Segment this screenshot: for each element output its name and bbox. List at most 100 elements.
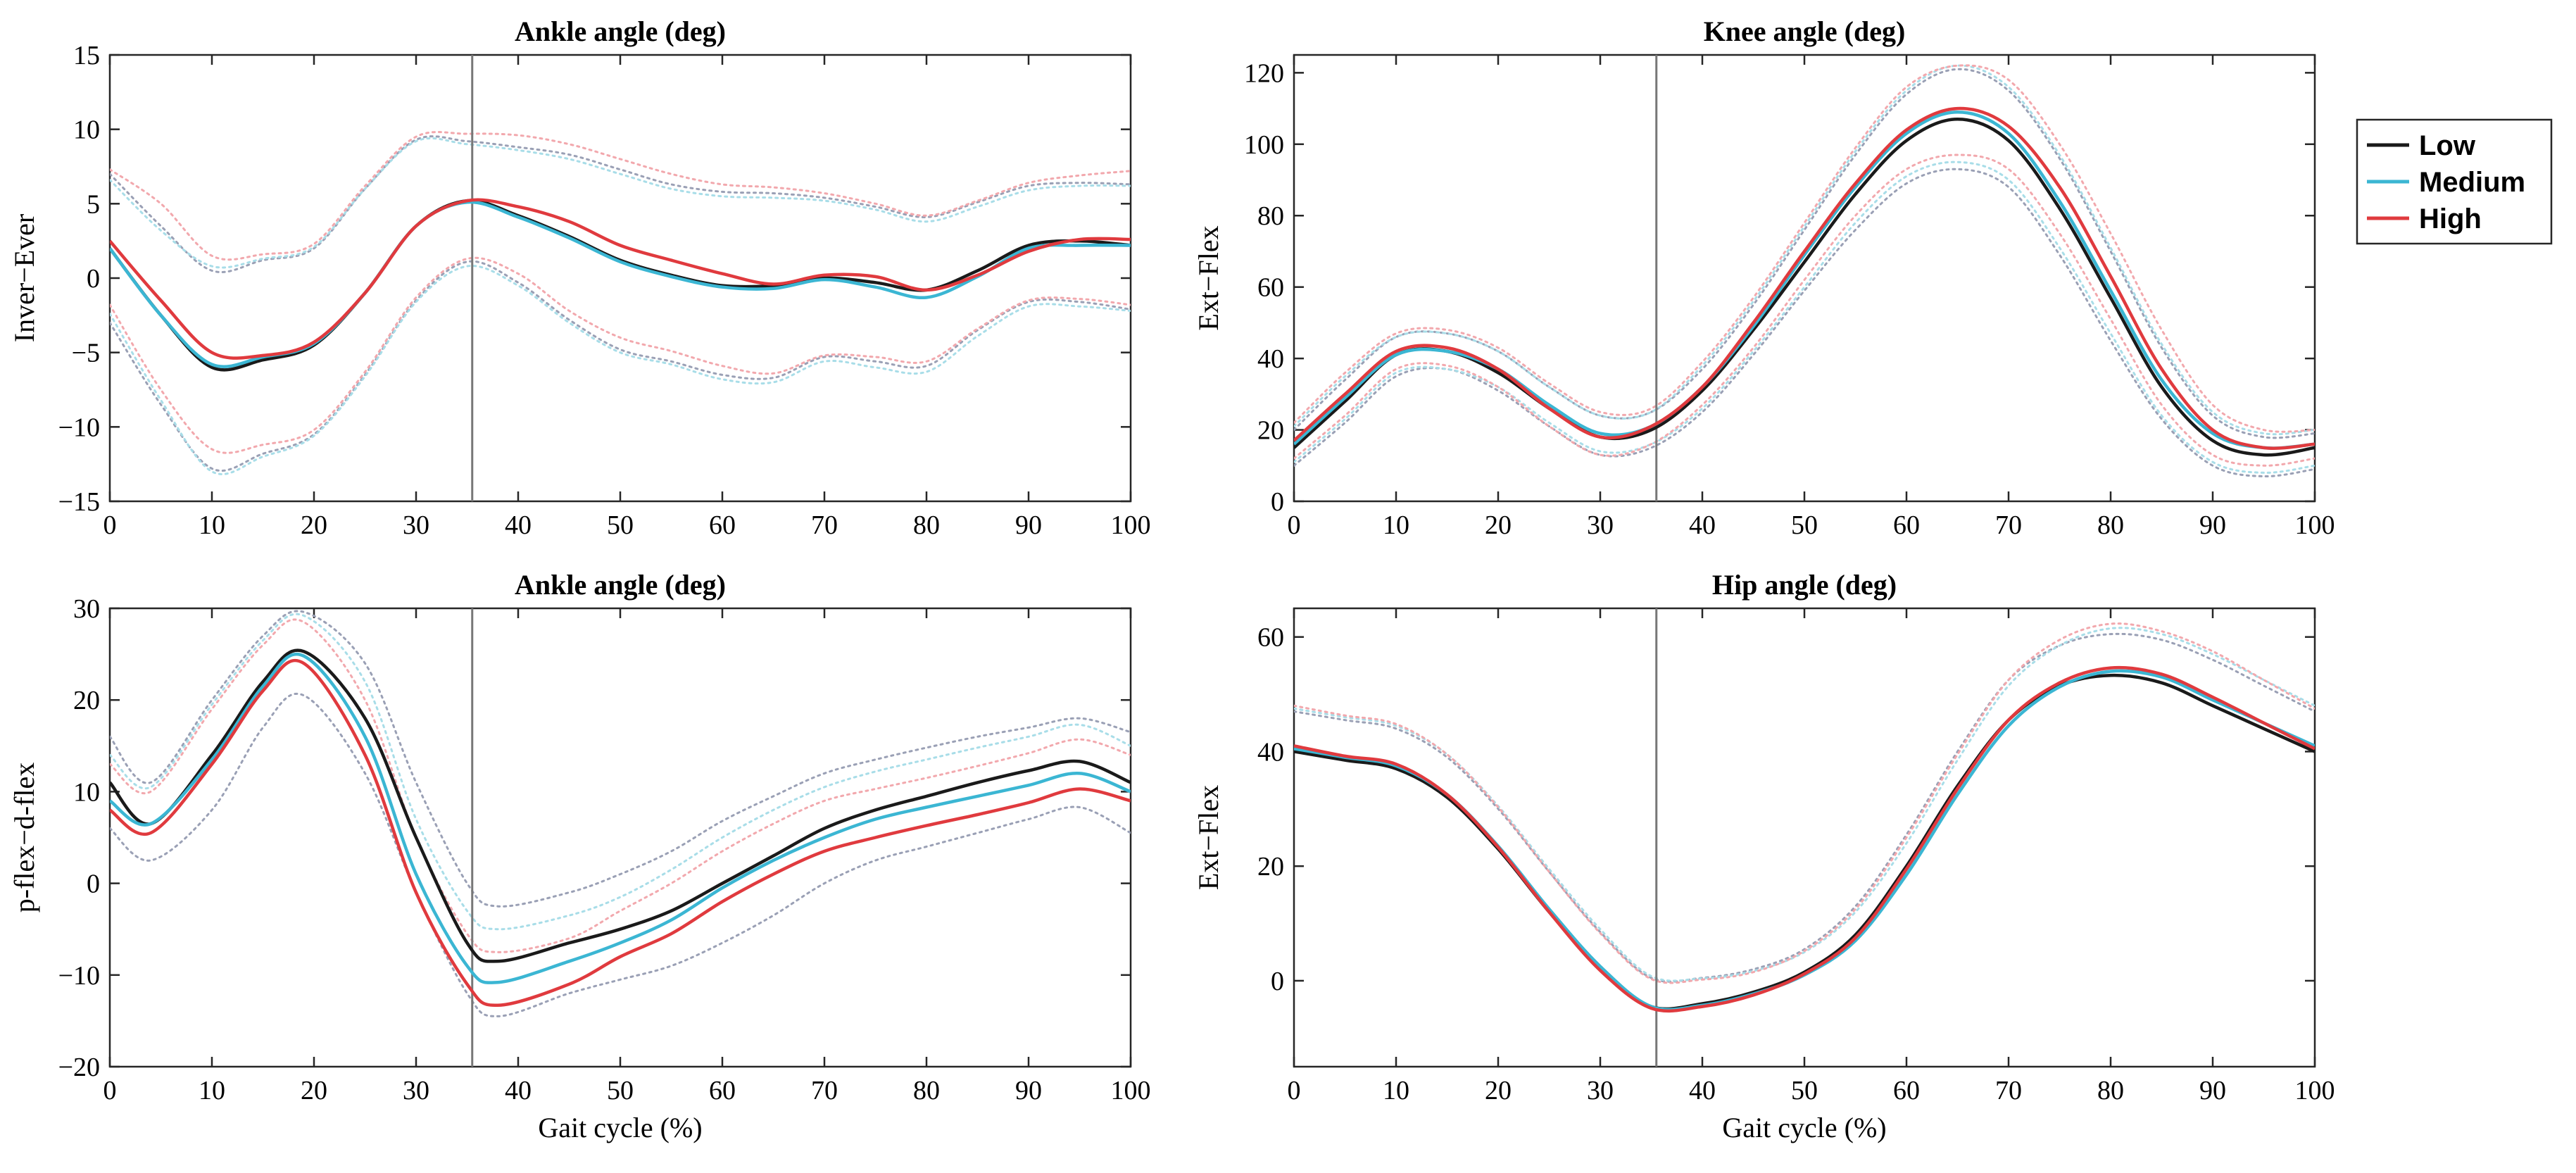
series-line-medium [1294, 669, 2315, 1012]
y-tick-label: −10 [58, 413, 100, 442]
x-tick-label: 60 [709, 1076, 736, 1105]
series-line-medium [110, 200, 1131, 369]
band-low-lower [110, 260, 1131, 472]
y-tick-label: −10 [58, 961, 100, 991]
band-medium-upper [1294, 627, 2315, 982]
x-tick-label: 50 [1791, 1076, 1818, 1105]
series-line-high [1294, 106, 2315, 450]
band-low-upper [1294, 632, 2315, 983]
x-tick-label: 10 [199, 1076, 225, 1105]
x-tick-label: 30 [403, 510, 429, 540]
y-tick-label: 15 [73, 41, 100, 70]
x-tick-label: 50 [607, 510, 634, 540]
series-line-medium [110, 652, 1131, 984]
plot-area [110, 608, 1131, 1067]
band-high-lower [110, 256, 1131, 454]
legend-label-high: High [2419, 203, 2482, 234]
y-tick-label: 0 [87, 264, 100, 294]
x-tick-label: 70 [811, 510, 838, 540]
y-axis-label: Ext−Flex [1193, 225, 1224, 330]
x-tick-label: 40 [505, 510, 532, 540]
x-tick-label: 80 [2097, 510, 2124, 540]
band-high-upper [1294, 64, 2315, 433]
plot-area [1294, 608, 2315, 1067]
chart-panel-3: 0 10 20 30 40 50 60 70 80 90 100 −20 −10 0 10 20 30 Ankle… [8, 569, 1151, 1143]
band-high-upper [110, 131, 1131, 261]
x-axis-label: Gait cycle (%) [1722, 1112, 1886, 1143]
plot-area [1294, 55, 2315, 501]
x-tick-label: 80 [913, 1076, 940, 1105]
series-line-high [110, 658, 1131, 1008]
y-tick-label: −20 [58, 1053, 100, 1082]
x-tick-label: 50 [1791, 510, 1818, 540]
y-tick-label: 10 [73, 777, 100, 807]
legend: Low Medium High [2356, 118, 2553, 245]
band-low-upper [110, 610, 1131, 908]
series-line-high [110, 198, 1131, 360]
x-tick-label: 90 [2199, 1076, 2226, 1105]
x-tick-label: 60 [709, 510, 736, 540]
y-tick-label: 20 [1257, 416, 1284, 446]
band-high-upper [1294, 622, 2315, 984]
y-axis-label: Ext−Flex [1193, 785, 1224, 890]
x-tick-label: 30 [403, 1076, 429, 1105]
band-medium-lower [1294, 161, 2315, 474]
x-tick-label: 40 [1689, 510, 1716, 540]
x-tick-label: 0 [1288, 1076, 1301, 1105]
band-low-lower [1294, 168, 2315, 478]
y-tick-label: 20 [73, 686, 100, 715]
x-tick-label: 10 [1383, 1076, 1409, 1105]
x-tick-label: 100 [2295, 510, 2335, 540]
x-tick-label: 70 [1995, 510, 2022, 540]
x-tick-label: 70 [1995, 1076, 2022, 1105]
y-tick-label: 5 [87, 189, 100, 219]
legend-label-medium: Medium [2419, 167, 2525, 198]
panel-title: Hip angle (deg) [1712, 569, 1897, 601]
panel-title: Ankle angle (deg) [515, 15, 726, 47]
x-tick-label: 100 [1111, 1076, 1151, 1105]
band-low-upper [110, 135, 1131, 273]
series-line-high [1294, 665, 2315, 1013]
y-tick-label: −5 [72, 339, 100, 368]
y-tick-label: 0 [1271, 487, 1284, 517]
band-medium-lower [110, 265, 1131, 475]
x-tick-label: 100 [2295, 1076, 2335, 1105]
y-tick-label: 10 [73, 115, 100, 145]
x-tick-label: 90 [1015, 1076, 1042, 1105]
x-tick-label: 60 [1893, 510, 1920, 540]
plot-area [110, 55, 1131, 501]
y-tick-label: 60 [1257, 623, 1284, 653]
chart-panel-4: 0 10 20 30 40 50 60 70 80 90 100 0 20 40 60 Hip angle (… [1193, 569, 2335, 1143]
chart-panel-2: 0 10 20 30 40 50 60 70 80 90 100 0 20 40 60 80 100 120 Kne… [1193, 15, 2335, 540]
x-tick-label: 60 [1893, 1076, 1920, 1105]
y-tick-label: 20 [1257, 852, 1284, 882]
band-medium-upper [110, 613, 1131, 931]
x-tick-label: 0 [103, 1076, 117, 1105]
y-tick-label: 120 [1244, 58, 1284, 88]
band-high-upper [110, 618, 1131, 953]
legend-label-low: Low [2419, 130, 2476, 161]
y-tick-label: 100 [1244, 130, 1284, 160]
x-axis-label: Gait cycle (%) [538, 1112, 702, 1143]
x-tick-label: 100 [1111, 510, 1151, 540]
axes-box [108, 607, 1132, 1068]
x-tick-label: 30 [1587, 510, 1614, 540]
chart-panel-1: 0 10 20 30 40 50 60 70 80 90 100 −15 −10 −5 0 5 10 15 Ankl… [8, 15, 1151, 540]
x-tick-label: 0 [1288, 510, 1301, 540]
x-tick-label: 20 [1485, 1076, 1512, 1105]
band-medium-upper [110, 137, 1131, 269]
panel-title: Ankle angle (deg) [515, 569, 726, 601]
y-tick-label: 80 [1257, 201, 1284, 231]
x-tick-label: 80 [913, 510, 940, 540]
x-tick-label: 10 [1383, 510, 1409, 540]
x-tick-label: 50 [607, 1076, 634, 1105]
y-axis-label: Inver−Ever [8, 214, 40, 342]
x-tick-label: 20 [301, 1076, 327, 1105]
x-tick-label: 90 [2199, 510, 2226, 540]
series-line-low [1294, 673, 2315, 1011]
x-tick-label: 0 [103, 510, 117, 540]
series-line-low [1294, 118, 2315, 457]
y-axis-label: p-flex−d-flex [8, 763, 40, 913]
y-tick-label: 40 [1257, 344, 1284, 374]
x-tick-label: 90 [1015, 510, 1042, 540]
